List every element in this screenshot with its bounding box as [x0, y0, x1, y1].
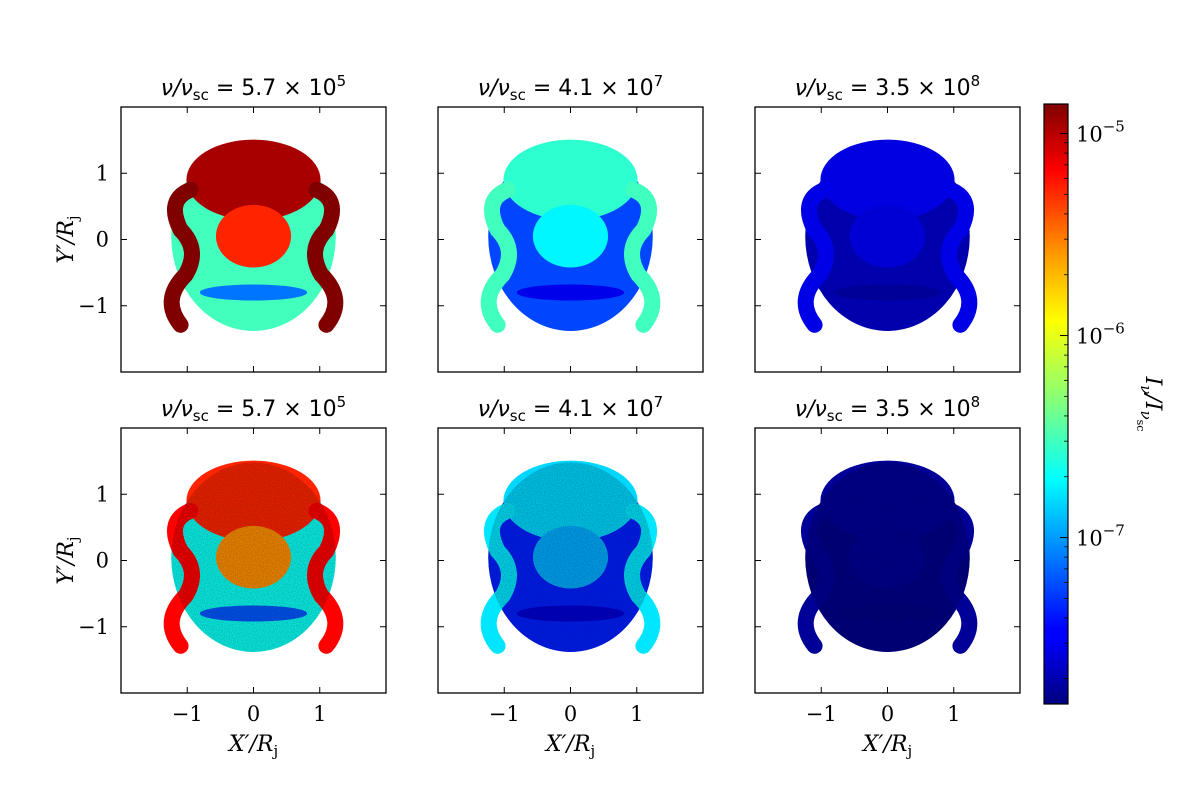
x-tick-label: 1	[630, 702, 643, 726]
x-tick-label: −1	[489, 702, 520, 726]
panel-6: −1 0 1 ν/νsc = 3.5 × 108 X′/Rj	[754, 393, 1021, 760]
panel-3: ν/νsc = 3.5 × 108	[754, 72, 1021, 373]
noise-overlay	[171, 462, 336, 652]
vortex-curl	[307, 181, 344, 333]
colorbar-tick-label: 10−6	[1076, 320, 1125, 349]
y-tick-label: −1	[78, 294, 109, 318]
y-tick-label: 0	[96, 549, 109, 573]
x-tick-label: 0	[247, 702, 260, 726]
panel-title: ν/νsc = 5.7 × 105	[161, 393, 346, 425]
emission-map	[163, 460, 344, 654]
central-lobe	[849, 204, 926, 268]
vortex-curl	[941, 181, 978, 333]
vortex-curl	[480, 181, 517, 333]
cocoon-cap	[503, 139, 638, 221]
colorbar-tick-label: 10−5	[1076, 118, 1125, 147]
panel-title: ν/νsc = 4.1 × 107	[478, 393, 663, 425]
vortex-curl	[624, 181, 661, 333]
panel-2: ν/νsc = 4.1 × 107	[437, 72, 704, 373]
y-tick-label: −1	[78, 615, 109, 639]
panel-4: −1 0 1 1 0 −1 ν/νsc = 5.7 × 105 X′/Rj Y′/Rj	[54, 393, 387, 760]
panels-layer: 1 0 −1 ν/νsc = 5.7 × 105 Y′/Rj ν/νsc = 4.1 × …	[54, 72, 1021, 760]
x-axis-label: X′/Rj	[861, 732, 912, 760]
colorbar-frame	[1043, 103, 1069, 705]
panel-1: 1 0 −1 ν/νsc = 5.7 × 105 Y′/Rj	[54, 72, 387, 373]
colorbar-gradient	[1044, 104, 1068, 704]
shock-band	[833, 284, 942, 301]
emission-map	[163, 139, 344, 333]
vortex-curl	[163, 181, 200, 333]
y-axis-label: Y′/Rj	[54, 536, 82, 584]
x-tick-label: 0	[564, 702, 577, 726]
vortex-curl	[797, 181, 834, 333]
emission-map	[480, 139, 661, 333]
shock-band	[199, 284, 308, 301]
noise-overlay	[805, 462, 970, 652]
y-tick-label: 0	[96, 228, 109, 252]
cocoon-cap	[820, 139, 955, 221]
noise-overlay	[488, 462, 653, 652]
central-lobe	[215, 204, 292, 268]
x-tick-label: −1	[172, 702, 203, 726]
y-tick-label: 1	[96, 161, 109, 185]
panel-title: ν/νsc = 3.5 × 108	[795, 393, 980, 425]
y-axis-label: Y′/Rj	[54, 215, 82, 263]
colorbar-tick-label: 10−7	[1076, 522, 1125, 551]
central-lobe	[532, 204, 609, 268]
cocoon-cap	[186, 139, 321, 221]
panel-title: ν/νsc = 5.7 × 105	[161, 72, 346, 104]
x-axis-label: X′/Rj	[227, 732, 278, 760]
y-tick-label: 1	[96, 482, 109, 506]
panel-5: −1 0 1 ν/νsc = 4.1 × 107 X′/Rj	[437, 393, 704, 760]
x-axis-label: X′/Rj	[544, 732, 595, 760]
panel-title: ν/νsc = 4.1 × 107	[478, 72, 663, 104]
emission-map	[797, 460, 978, 654]
x-tick-label: −1	[806, 702, 837, 726]
x-tick-label: 1	[313, 702, 326, 726]
panel-title: ν/νsc = 3.5 × 108	[795, 72, 980, 104]
emission-map	[797, 139, 978, 333]
x-tick-label: 0	[881, 702, 894, 726]
colorbar: 10−5 10−6 10−7 Iν/Iνsc	[1043, 103, 1165, 705]
emission-map	[480, 460, 661, 654]
shock-band	[516, 284, 625, 301]
x-tick-label: 1	[947, 702, 960, 726]
colorbar-label: Iν/Iνsc	[1134, 376, 1165, 432]
